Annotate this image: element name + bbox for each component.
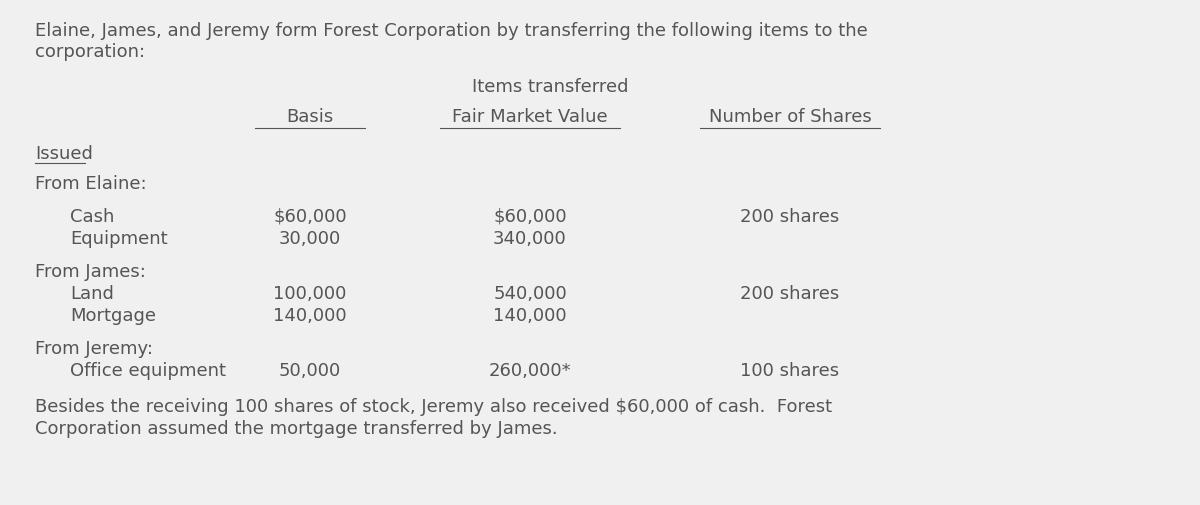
Text: 140,000: 140,000 (274, 307, 347, 324)
Text: 200 shares: 200 shares (740, 208, 840, 226)
Text: $60,000: $60,000 (493, 208, 566, 226)
Text: corporation:: corporation: (35, 43, 145, 61)
Text: From Elaine:: From Elaine: (35, 175, 146, 192)
Text: 340,000: 340,000 (493, 230, 566, 247)
Text: Number of Shares: Number of Shares (709, 108, 871, 126)
Text: 260,000*: 260,000* (488, 361, 571, 379)
Text: From Jeremy:: From Jeremy: (35, 339, 154, 358)
Text: 540,000: 540,000 (493, 284, 566, 302)
Text: Fair Market Value: Fair Market Value (452, 108, 608, 126)
Text: 100,000: 100,000 (274, 284, 347, 302)
Text: Issued: Issued (35, 145, 92, 163)
Text: From James:: From James: (35, 263, 146, 280)
Text: Corporation assumed the mortgage transferred by James.: Corporation assumed the mortgage transfe… (35, 419, 558, 437)
Text: Besides the receiving 100 shares of stock, Jeremy also received $60,000 of cash.: Besides the receiving 100 shares of stoc… (35, 397, 832, 415)
Text: 140,000: 140,000 (493, 307, 566, 324)
Text: 100 shares: 100 shares (740, 361, 840, 379)
Text: Elaine, James, and Jeremy form Forest Corporation by transferring the following : Elaine, James, and Jeremy form Forest Co… (35, 22, 868, 40)
Text: Office equipment: Office equipment (70, 361, 226, 379)
Text: Land: Land (70, 284, 114, 302)
Text: $60,000: $60,000 (274, 208, 347, 226)
Text: Items transferred: Items transferred (472, 78, 629, 96)
Text: Basis: Basis (287, 108, 334, 126)
Text: Mortgage: Mortgage (70, 307, 156, 324)
Text: Equipment: Equipment (70, 230, 168, 247)
Text: Cash: Cash (70, 208, 114, 226)
Text: 50,000: 50,000 (278, 361, 341, 379)
Text: 200 shares: 200 shares (740, 284, 840, 302)
Text: 30,000: 30,000 (278, 230, 341, 247)
